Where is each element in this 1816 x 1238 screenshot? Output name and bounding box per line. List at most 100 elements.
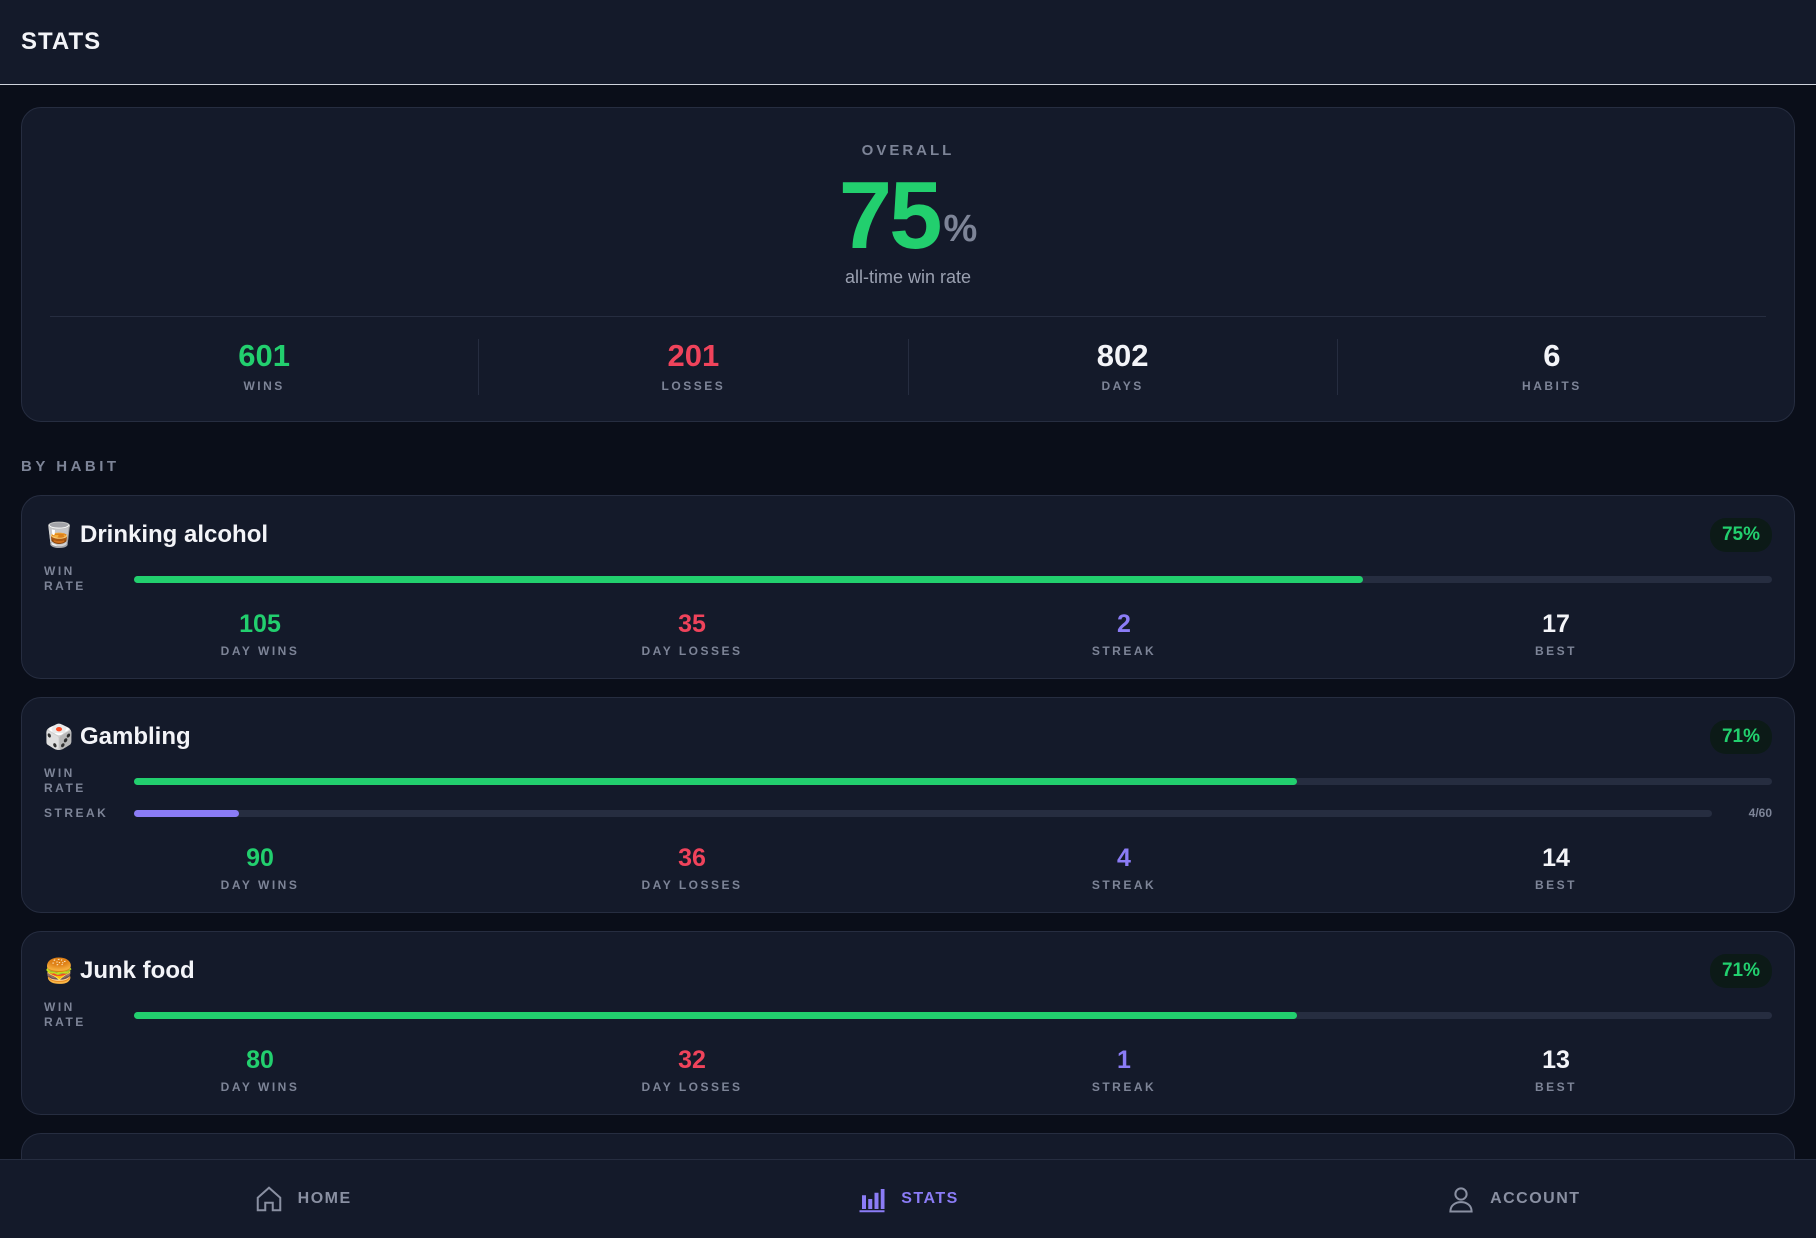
- habit-stat: 32 DAY LOSSES: [476, 1046, 908, 1094]
- bar-track: [134, 809, 1712, 817]
- bar-caption: WIN RATE: [44, 766, 86, 795]
- stat-label: DAYS: [1101, 379, 1144, 393]
- overall-stats: 601 WINS 201 LOSSES 802 DAYS 6 HABITS: [50, 316, 1766, 395]
- stat-label: BEST: [1534, 1080, 1577, 1094]
- habit-icon: 🍔: [44, 957, 74, 985]
- win-rate-badge: 71%: [1709, 954, 1772, 988]
- overall-caption: all-time win rate: [844, 267, 972, 287]
- nav-stats[interactable]: STATS: [605, 1160, 1210, 1238]
- stat-value: 32: [678, 1046, 706, 1074]
- bar-track: [134, 777, 1772, 785]
- habit-stat: 36 DAY LOSSES: [476, 844, 908, 892]
- habit-header: 🍔 Junk food 71%: [44, 954, 1772, 988]
- stat-value: 13: [1542, 1046, 1570, 1074]
- habit-stat: 80 DAY WINS: [44, 1046, 476, 1094]
- overall-label: OVERALL: [861, 142, 955, 159]
- stat-label: DAY LOSSES: [641, 878, 743, 892]
- stat-value: 35: [678, 610, 706, 638]
- habit-list: 🥃 Drinking alcohol 75% WIN RATE 105 DAY WINS 3…: [21, 495, 1795, 1115]
- habit-stats: 105 DAY WINS 35 DAY LOSSES 2 STREAK 17 BEST: [44, 610, 1772, 658]
- nav-label: HOME: [297, 1190, 352, 1207]
- stat-value: 90: [246, 844, 274, 872]
- stat-label: DAY WINS: [220, 878, 300, 892]
- overall-stat: 6 HABITS: [1336, 338, 1766, 395]
- nav-account[interactable]: ACCOUNT: [1211, 1160, 1816, 1238]
- nav-label: ACCOUNT: [1490, 1190, 1581, 1207]
- stat-value: 6: [1543, 338, 1561, 373]
- win-rate-badge: 75%: [1709, 518, 1772, 552]
- stat-value: 2: [1117, 610, 1131, 638]
- stat-value: 14: [1542, 844, 1570, 872]
- home-icon: [256, 1186, 281, 1212]
- habit-stat: 1 STREAK: [908, 1046, 1340, 1094]
- habit-header: 🥃 Drinking alcohol 75%: [44, 518, 1772, 552]
- habit-stat: 14 BEST: [1340, 844, 1772, 892]
- stat-value: 4: [1117, 844, 1131, 872]
- content: OVERALL 75% all-time win rate 601 WINS 201…: [0, 86, 1816, 1159]
- habit-stats: 90 DAY WINS 36 DAY LOSSES 4 STREAK 14 BEST: [44, 844, 1772, 892]
- win-rate-badge: 71%: [1709, 720, 1772, 754]
- win-rate-bar: [134, 575, 1363, 583]
- streak-bar: [134, 809, 240, 817]
- bar-caption: WIN RATE: [44, 1000, 86, 1029]
- bar-track: [134, 575, 1772, 583]
- overall-stat: 201 LOSSES: [478, 339, 907, 395]
- habit-card: 🎲 Gambling 71% WIN RATE STREAK 4/60 90 DAY WINS…: [21, 697, 1795, 913]
- stat-value: 201: [667, 338, 720, 373]
- habit-card: [21, 1133, 1795, 1159]
- nav-label: STATS: [901, 1190, 959, 1207]
- habit-stat: 105 DAY WINS: [44, 610, 476, 658]
- stat-label: STREAK: [1091, 1080, 1157, 1094]
- win-rate-row: WIN RATE: [44, 766, 1772, 796]
- win-rate-row: WIN RATE: [44, 564, 1772, 594]
- habit-stat: 17 BEST: [1340, 610, 1772, 658]
- stat-value: 80: [246, 1046, 274, 1074]
- habit-name: Junk food: [80, 957, 195, 984]
- stat-value: 17: [1542, 610, 1570, 638]
- bar-track: [134, 1011, 1772, 1019]
- bar-caption: STREAK: [44, 805, 109, 820]
- overall-stat: 802 DAYS: [907, 338, 1337, 395]
- habit-name: Drinking alcohol: [80, 521, 269, 548]
- stat-label: DAY LOSSES: [641, 1080, 743, 1094]
- habit-header: 🎲 Gambling 71%: [44, 720, 1772, 754]
- stat-label: STREAK: [1091, 878, 1157, 892]
- habit-stat: 13 BEST: [1340, 1046, 1772, 1094]
- stat-label: HABITS: [1522, 379, 1582, 393]
- streak-row: STREAK 4/60: [44, 798, 1772, 828]
- stat-label: BEST: [1534, 644, 1577, 658]
- habit-name: Gambling: [80, 723, 191, 750]
- habit-card: 🥃 Drinking alcohol 75% WIN RATE 105 DAY WINS 3…: [21, 495, 1795, 679]
- title: STATS: [21, 28, 102, 55]
- habit-icon: 🥃: [44, 521, 74, 549]
- win-rate-bar: [134, 777, 1297, 785]
- stat-label: LOSSES: [661, 379, 726, 393]
- habit-stat: 90 DAY WINS: [44, 844, 476, 892]
- stat-label: DAY WINS: [220, 1080, 300, 1094]
- overall-unit: %: [943, 208, 978, 250]
- win-rate-row: WIN RATE: [44, 1000, 1772, 1030]
- stat-value: 802: [1096, 338, 1149, 373]
- stats-icon: [859, 1189, 885, 1213]
- habit-stat: 35 DAY LOSSES: [476, 610, 908, 658]
- stat-label: WINS: [243, 379, 285, 393]
- overall-value: 75: [838, 162, 943, 269]
- habit-stat: 4 STREAK: [908, 844, 1340, 892]
- bottom-nav: HOME STATS ACCOUNT: [0, 1159, 1816, 1238]
- habit-card: 🍔 Junk food 71% WIN RATE 80 DAY WINS 32 DAY LOS…: [21, 931, 1795, 1115]
- stat-label: STREAK: [1091, 644, 1157, 658]
- stat-value: 105: [239, 610, 281, 638]
- stat-value: 36: [678, 844, 706, 872]
- win-rate-bar: [134, 1011, 1297, 1019]
- section-title: BY HABIT: [21, 458, 120, 475]
- overall-stat: 601 WINS: [50, 339, 478, 395]
- stat-value: 1: [1117, 1046, 1131, 1074]
- account-icon: [1449, 1187, 1473, 1213]
- nav-home[interactable]: HOME: [0, 1160, 605, 1238]
- stat-label: DAY WINS: [220, 644, 300, 658]
- habit-stats: 80 DAY WINS 32 DAY LOSSES 1 STREAK 13 BEST: [44, 1046, 1772, 1094]
- header: STATS: [0, 0, 1816, 85]
- stat-value: 601: [238, 338, 290, 373]
